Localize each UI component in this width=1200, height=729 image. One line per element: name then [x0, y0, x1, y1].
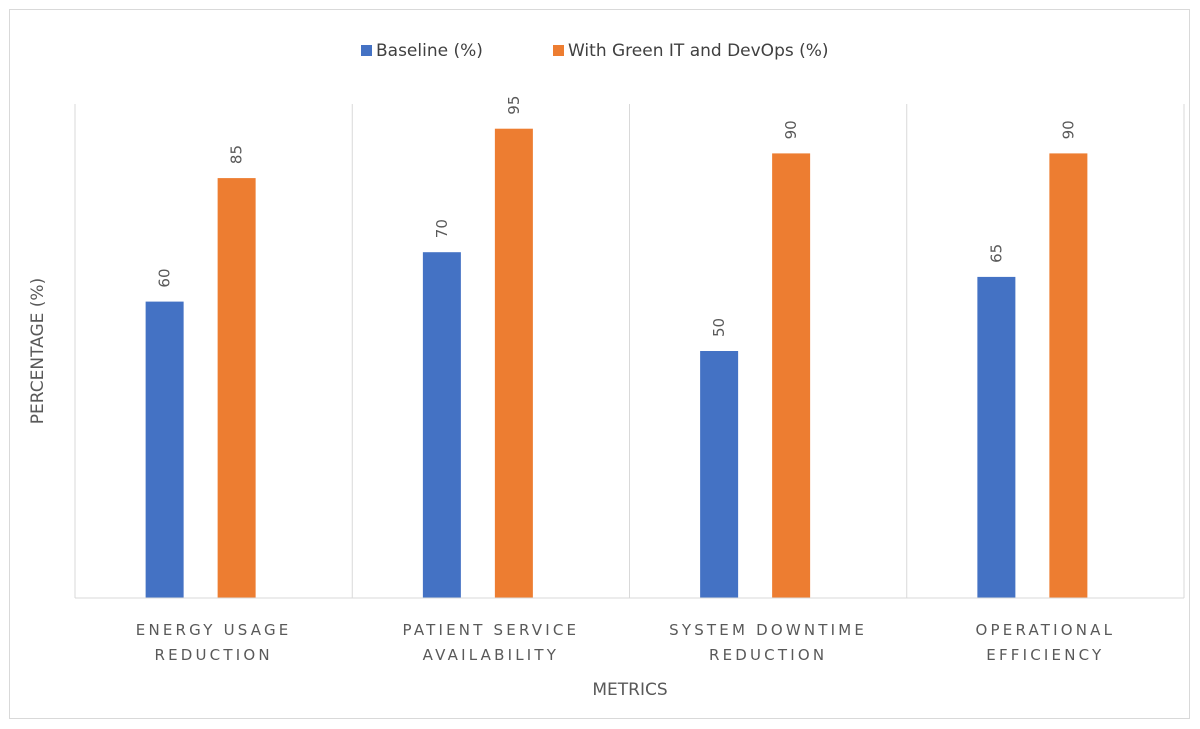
- x-tick-labels: ENERGY USAGE REDUCTION PATIENT SERVICE AVAI…: [136, 621, 1116, 664]
- x-tick-label: EFFICIENCY: [986, 646, 1104, 664]
- x-tick-label: PATIENT SERVICE: [403, 621, 580, 639]
- data-labels: 60 70 50 65 85 95 90 90: [156, 96, 1078, 337]
- green-it-bar: [772, 153, 811, 598]
- data-label: 65: [987, 244, 1005, 263]
- legend-item: With Green IT and DevOps (%): [553, 41, 829, 61]
- green-it-bar: [494, 128, 533, 598]
- x-tick-label: OPERATIONAL: [976, 621, 1116, 639]
- data-label: 85: [228, 145, 246, 164]
- x-tick-label: AVAILABILITY: [423, 646, 559, 664]
- x-axis-title: METRICS: [592, 680, 667, 700]
- legend-item: Baseline (%): [361, 41, 483, 61]
- data-label: 95: [505, 96, 523, 115]
- green-it-bar: [217, 178, 256, 598]
- x-tick-label: REDUCTION: [709, 646, 827, 664]
- legend-swatch: [361, 45, 372, 56]
- y-axis-title: PERCENTAGE (%): [28, 278, 48, 424]
- legend-label: With Green IT and DevOps (%): [568, 41, 829, 61]
- baseline-bar: [422, 252, 461, 598]
- baseline-bar: [977, 276, 1016, 598]
- legend-swatch: [553, 45, 564, 56]
- data-label: 90: [1059, 120, 1077, 139]
- data-label: 70: [433, 219, 451, 238]
- green-it-bar: [1049, 153, 1088, 598]
- baseline-bar: [145, 301, 184, 598]
- x-tick-label: REDUCTION: [154, 646, 272, 664]
- data-label: 50: [710, 318, 728, 337]
- legend-label: Baseline (%): [376, 41, 483, 61]
- data-label: 60: [156, 269, 174, 288]
- legend: Baseline (%) With Green IT and DevOps (%): [361, 41, 829, 61]
- x-tick-label: ENERGY USAGE: [136, 621, 292, 639]
- category-separators: [74, 104, 1185, 598]
- baseline-bar: [700, 351, 739, 598]
- data-label: 90: [782, 120, 800, 139]
- bars: [145, 128, 1088, 598]
- x-tick-label: SYSTEM DOWNTIME: [669, 621, 867, 639]
